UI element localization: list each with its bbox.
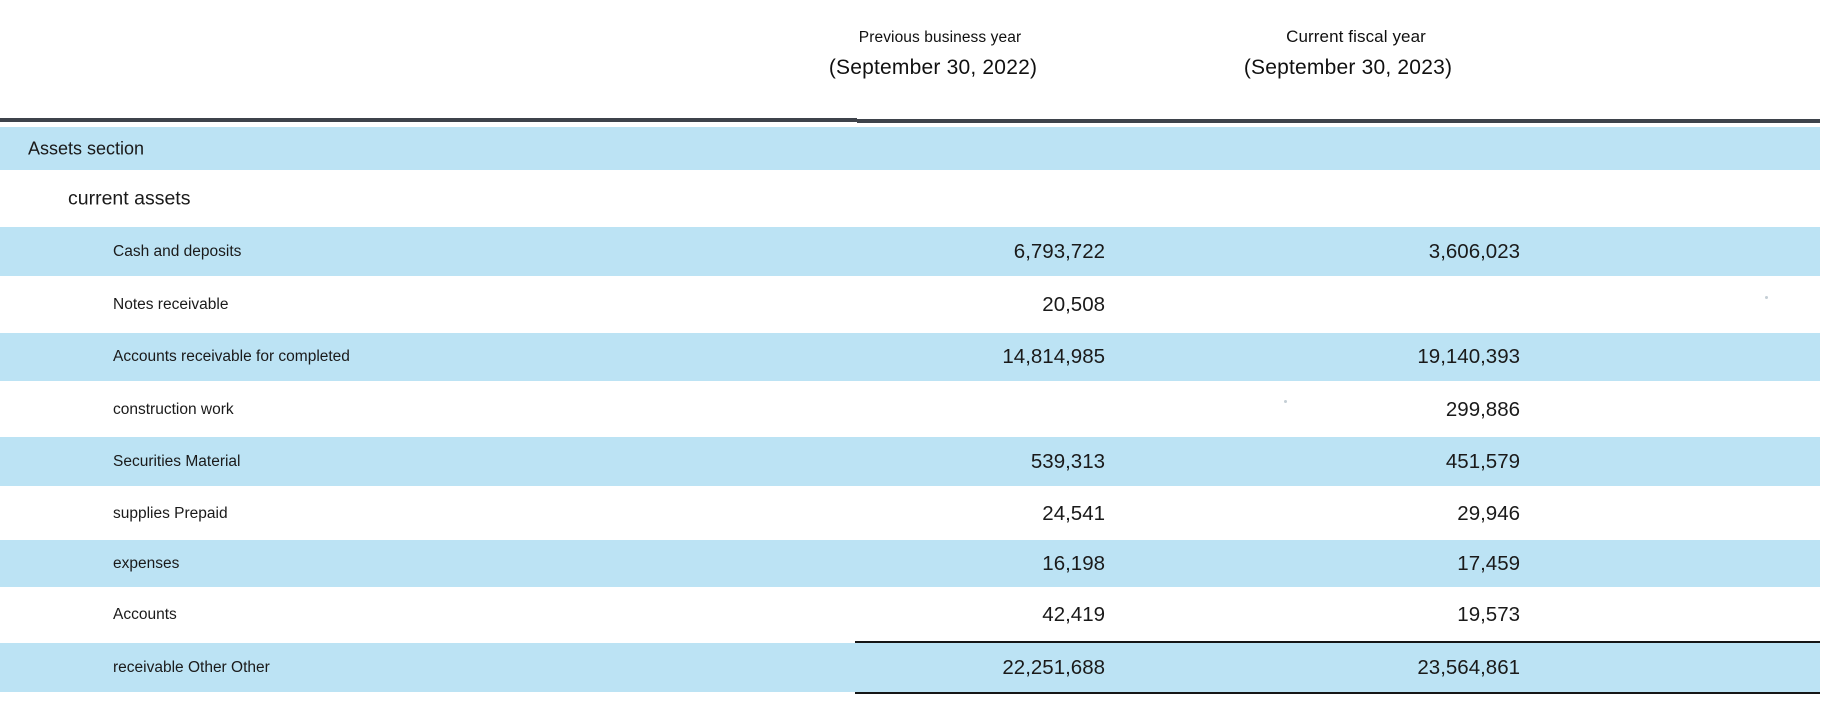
header-divider-left bbox=[0, 117, 857, 122]
row-label: receivable Other Other bbox=[113, 658, 270, 676]
prev-year-value: 42,419 bbox=[1042, 603, 1105, 626]
current-year-value: 299,886 bbox=[1445, 397, 1520, 421]
prev-year-value: 22,251,688 bbox=[1002, 655, 1105, 679]
table-row: expenses 16,198 17,459 bbox=[0, 540, 1820, 587]
current-year-value: 19,140,393 bbox=[1417, 345, 1520, 368]
table-row: supplies Prepaid 24,541 29,946 bbox=[0, 489, 1820, 538]
total-rule-bottom bbox=[855, 692, 1820, 695]
prev-year-value: 6,793,722 bbox=[1013, 239, 1105, 263]
prev-year-value: 14,814,985 bbox=[1002, 345, 1105, 368]
scan-artifact-dot bbox=[1284, 400, 1287, 403]
current-year-value: 29,946 bbox=[1457, 501, 1520, 525]
current-year-value: 23,564,861 bbox=[1417, 655, 1520, 679]
table-row: Securities Material 539,313 451,579 bbox=[0, 437, 1820, 486]
table-row: Notes receivable 20,508 bbox=[0, 280, 1820, 330]
row-label: Assets section bbox=[28, 138, 145, 158]
table-row: Cash and deposits 6,793,722 3,606,023 bbox=[0, 227, 1820, 276]
prev-year-value: 24,541 bbox=[1042, 501, 1105, 525]
prev-year-value: 539,313 bbox=[1030, 449, 1105, 473]
current-year-value: 17,459 bbox=[1457, 551, 1520, 575]
row-label: Cash and deposits bbox=[113, 242, 242, 260]
table-row: current assets bbox=[0, 174, 1820, 223]
prev-year-header-line1: Previous business year bbox=[858, 29, 1022, 46]
total-rule-top bbox=[855, 640, 1820, 643]
current-year-header-line2: (September 30, 2023) bbox=[1243, 56, 1453, 79]
row-label: expenses bbox=[113, 554, 180, 572]
row-label: Accounts receivable for completed bbox=[113, 348, 350, 365]
row-label: construction work bbox=[113, 400, 234, 418]
table-row: construction work 299,886 bbox=[0, 385, 1820, 434]
current-year-header-line1: Current fiscal year bbox=[1286, 27, 1426, 46]
current-year-value: 3,606,023 bbox=[1428, 239, 1520, 263]
row-label: Notes receivable bbox=[113, 296, 229, 313]
table-row: Accounts 42,419 19,573 bbox=[0, 590, 1820, 640]
row-label: Accounts bbox=[113, 606, 177, 623]
row-label: Securities Material bbox=[113, 452, 241, 470]
scan-artifact-dot bbox=[1765, 296, 1768, 299]
table-row: Assets section bbox=[0, 127, 1820, 170]
prev-year-value: 16,198 bbox=[1042, 551, 1105, 575]
current-year-value: 19,573 bbox=[1457, 603, 1520, 626]
header-divider-right bbox=[857, 119, 1820, 123]
current-year-value: 451,579 bbox=[1445, 449, 1520, 473]
table-row: receivable Other Other 22,251,688 23,564,8… bbox=[0, 643, 1820, 692]
row-label: current assets bbox=[68, 187, 191, 209]
row-label: supplies Prepaid bbox=[113, 504, 228, 522]
table-row: Accounts receivable for completed 14,814,… bbox=[0, 333, 1820, 381]
prev-year-header-line2: (September 30, 2022) bbox=[828, 56, 1038, 79]
prev-year-value: 20,508 bbox=[1042, 293, 1105, 316]
